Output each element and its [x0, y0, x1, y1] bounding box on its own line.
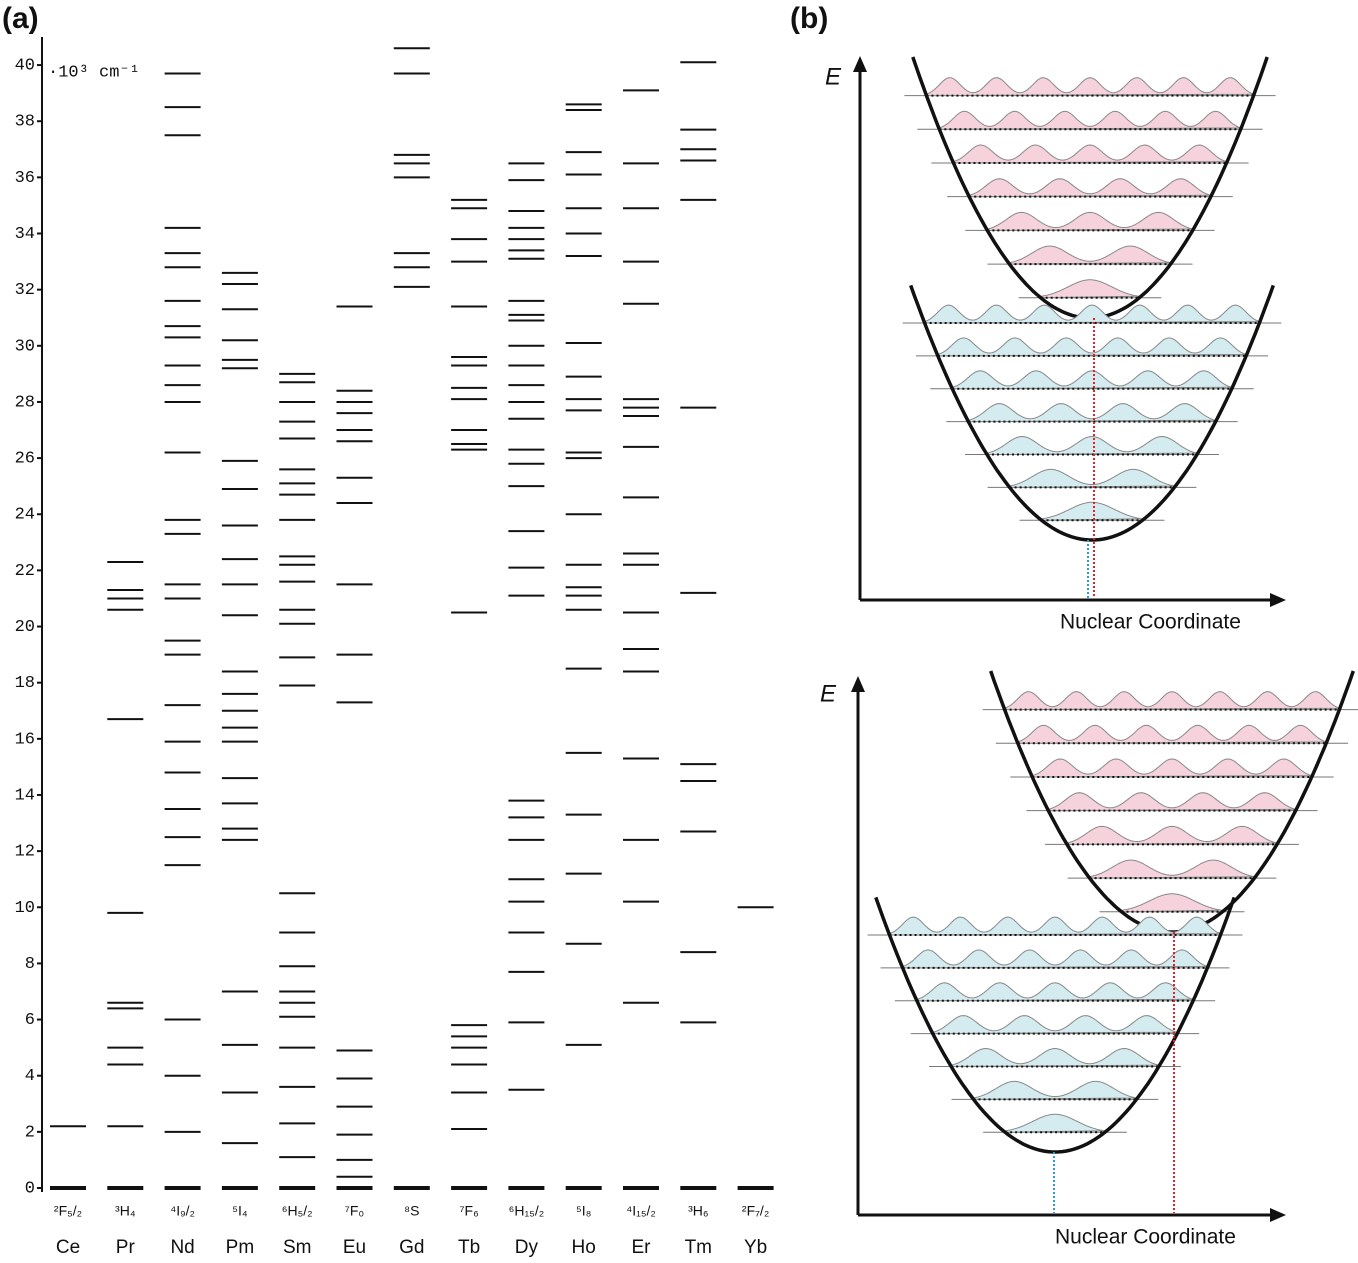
y-tick-label: 24: [15, 506, 35, 525]
wavefunction: [938, 110, 1241, 130]
y-tick-label: 20: [15, 618, 35, 637]
wavefunction: [1120, 893, 1223, 913]
wavefunction: [924, 304, 1260, 324]
wavefunction: [1017, 724, 1327, 744]
ground-term: ⁵I₈: [576, 1203, 592, 1219]
ground-term: ⁴I₉/₂: [170, 1203, 195, 1219]
ion-label: Tm: [685, 1237, 712, 1258]
ion-label: Sm: [283, 1237, 312, 1258]
wavefunction: [1040, 501, 1143, 521]
wavefunction: [986, 211, 1193, 231]
y-tick-label: 6: [25, 1011, 35, 1030]
ion-label: Dy: [515, 1237, 539, 1258]
ground-term: ⁶H₅/₂: [282, 1203, 313, 1219]
y-tick-label: 36: [15, 169, 35, 188]
y-tick-label: 28: [15, 393, 35, 412]
y-axis-label: E: [825, 63, 842, 90]
wavefunction: [968, 178, 1211, 198]
ion-label: Nd: [170, 1237, 194, 1258]
arrow: [853, 56, 867, 72]
y-tick-label: 4: [25, 1067, 35, 1086]
wavefunction: [1047, 792, 1296, 812]
diagram-axes: [856, 68, 1272, 1217]
y-axis-label: E: [820, 680, 837, 707]
ion-label: Gd: [399, 1237, 424, 1258]
ground-term: ⁵I₄: [232, 1203, 248, 1219]
wavefunction: [932, 1015, 1178, 1035]
y-tick-label: 32: [15, 281, 35, 300]
wavefunction: [1004, 1113, 1105, 1133]
wavefunction: [916, 982, 1194, 1002]
panel-label: (a): [2, 2, 39, 35]
ion-label: Pr: [116, 1237, 136, 1258]
ground-term: ²F₅/₂: [54, 1203, 82, 1219]
wavefunction: [950, 1047, 1159, 1068]
y-tick-label: 0: [25, 1179, 35, 1198]
y-tick-label: 34: [15, 225, 35, 244]
wavefunction: [1008, 245, 1171, 265]
ion-label: Yb: [744, 1237, 767, 1258]
y-tick-label: 2: [25, 1123, 35, 1142]
y-tick-label: 14: [15, 786, 35, 805]
y-tick-label: 16: [15, 730, 35, 749]
ion-label: Pm: [226, 1237, 255, 1258]
ground-term: ⁷F₀: [345, 1203, 365, 1219]
wavefunction: [1089, 859, 1255, 879]
ground-term: ²F₇/₂: [742, 1203, 769, 1219]
wavefunction: [937, 337, 1247, 357]
wavefunction: [1009, 468, 1175, 488]
ion-label: Ho: [572, 1237, 596, 1258]
wavefunction: [925, 77, 1254, 97]
x-axis-label: Nuclear Coordinate: [1055, 1226, 1236, 1249]
ground-term: ⁴I₁₅/₂: [626, 1203, 656, 1219]
y-tick-label: 22: [15, 562, 35, 581]
arrow: [1270, 1208, 1286, 1222]
potential-curve: [909, 284, 1275, 542]
wavefunction: [902, 949, 1208, 969]
wavefunction: [1004, 691, 1340, 711]
x-axis-label: Nuclear Coordinate: [1060, 611, 1241, 634]
y-tick-label: 12: [15, 843, 35, 862]
y-tick-label: 40: [15, 57, 35, 76]
wavefunction: [1031, 758, 1312, 778]
ion-label: Eu: [343, 1237, 366, 1258]
ground-term: ⁷F₆: [459, 1203, 478, 1219]
ground-term: ⁶H₁₅/₂: [509, 1203, 545, 1219]
arrow: [851, 676, 865, 692]
potential-curve: [911, 56, 1269, 320]
wavefunction: [1066, 825, 1278, 845]
wavefunction: [986, 435, 1198, 456]
wavefunction: [967, 403, 1216, 423]
y-tick-label: 8: [25, 955, 35, 974]
ion-label: Er: [632, 1237, 652, 1258]
ground-term: ⁸S: [404, 1203, 419, 1219]
arrow: [1270, 593, 1286, 607]
y-tick-label: 18: [15, 674, 35, 693]
y-tick-label: 10: [15, 899, 35, 918]
y-tick-label: 38: [15, 113, 35, 132]
wavefunction: [972, 1080, 1137, 1100]
wavefunction: [889, 916, 1221, 936]
wavefunction: [952, 144, 1227, 164]
wavefunction: [1040, 279, 1140, 299]
ground-term: ³H₄: [115, 1203, 136, 1219]
wavefunction: [951, 370, 1232, 390]
y-tick-label: 30: [15, 337, 35, 356]
ion-label: Ce: [56, 1237, 80, 1258]
arrowheads: [851, 56, 1286, 1222]
ground-term: ³H₆: [688, 1203, 708, 1219]
ion-label: Tb: [458, 1237, 480, 1258]
y-tick-label: 26: [15, 450, 35, 469]
panel-label: (b): [790, 2, 828, 35]
y-axis-label: ·10³ cm⁻¹: [48, 63, 140, 82]
